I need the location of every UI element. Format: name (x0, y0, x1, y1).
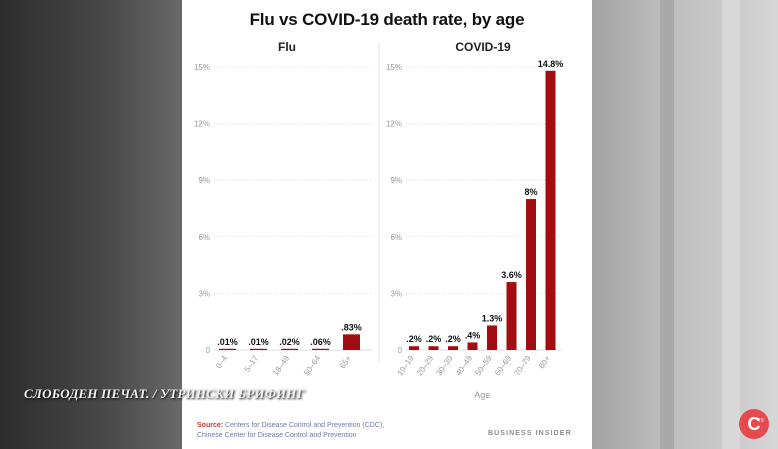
flu-y-tick-label: 9% (198, 176, 210, 185)
covid-y-tick-label: 0 (398, 346, 403, 355)
flu-bar (281, 348, 298, 350)
covid-x-axis-label: Age (474, 390, 490, 400)
covid-chart-title: COVID-19 (455, 40, 511, 54)
covid-value-label: .2% (406, 334, 422, 344)
covid-y-tick-label: 12% (386, 120, 402, 129)
flu-y-tick-label: 0 (206, 346, 211, 355)
covid-value-label: 1.3% (482, 313, 503, 323)
flu-value-label: .83% (341, 322, 362, 332)
covid-value-label: 14.8% (538, 59, 564, 69)
flu-bar (219, 348, 236, 350)
covid-x-tick-label: 60–69 (493, 354, 513, 378)
covid-y-tick-label: 9% (390, 176, 402, 185)
flu-x-tick-label: 0–4 (214, 354, 229, 371)
flu-chart: 0 3% 6% 9% 12% 15% .01% 0–4 .01% 5–17 .02% 18–49 .06… (194, 63, 372, 377)
covid-y-tick-label: 6% (390, 233, 402, 242)
covid-x-tick-label: 30–39 (435, 354, 455, 378)
flu-value-label: .01% (217, 337, 238, 347)
flu-y-tick-label: 12% (194, 120, 210, 129)
flu-value-label: .06% (310, 337, 331, 347)
covid-value-label: .2% (426, 334, 442, 344)
flu-bar (250, 348, 267, 350)
logo-superscript: ТВ (757, 418, 764, 424)
source-prefix: Source: (197, 422, 224, 429)
covid-x-tick-label: 50–59 (474, 354, 494, 378)
covid-bar (545, 70, 556, 351)
covid-x-tick-label: 70–79 (513, 354, 533, 378)
covid-y-tick-label: 15% (386, 63, 402, 72)
covid-bar (428, 346, 439, 350)
chart-title: Flu vs COVID-19 death rate, by age (249, 10, 525, 29)
covid-bar (487, 325, 497, 350)
flu-x-tick-label: 50–64 (302, 354, 322, 378)
covid-y-tick-label: 3% (390, 289, 402, 298)
flu-y-tick-label: 6% (198, 233, 210, 242)
flu-y-tick-label: 15% (194, 63, 210, 72)
background-left (0, 0, 185, 449)
source-note: Source: Centers for Disease Control and … (197, 421, 384, 441)
flu-x-tick-label: 18–49 (271, 354, 291, 378)
background-stripe (722, 0, 740, 449)
covid-chart: 0 3% 6% 9% 12% 15% .2% 10–19 .2% 20–29 .2% 30–39 .4%… (386, 59, 563, 400)
background-stripe (660, 0, 674, 449)
flu-y-tick-label: 3% (198, 289, 210, 298)
brand-label: BUSINESS INSIDER (488, 430, 572, 437)
flu-value-label: .01% (248, 337, 269, 347)
covid-x-tick-label: 20–29 (415, 354, 435, 378)
flu-value-label: .02% (279, 337, 300, 347)
covid-bar (506, 282, 517, 350)
flu-x-tick-label: 65+ (338, 354, 353, 371)
covid-x-tick-label: 10–19 (396, 354, 416, 378)
covid-bar (526, 199, 536, 350)
covid-value-label: 8% (524, 187, 537, 197)
source-line-2: Chinese Center for Disease Control and P… (197, 432, 357, 439)
channel-logo: C ТВ (739, 409, 769, 439)
covid-bar (448, 346, 458, 350)
chart-panel (182, 0, 592, 449)
covid-bar (467, 342, 478, 350)
flu-bar (312, 348, 329, 350)
covid-value-label: 3.6% (501, 270, 522, 280)
flu-x-tick-label: 5–17 (243, 354, 261, 374)
covid-x-tick-label: 80+ (537, 354, 552, 371)
covid-value-label: .2% (445, 334, 461, 344)
watermark-text: СЛОБОДЕН ПЕЧАТ. / УТРИНСКИ БРИФИНГ (24, 386, 305, 401)
covid-bar (409, 346, 419, 350)
source-line-1: Centers for Disease Control and Preventi… (225, 422, 385, 429)
covid-value-label: .4% (465, 330, 481, 340)
flu-chart-title: Flu (278, 40, 296, 54)
logo-letter: C (747, 414, 761, 434)
covid-x-tick-label: 40–49 (454, 354, 474, 378)
flu-bar (343, 334, 360, 350)
